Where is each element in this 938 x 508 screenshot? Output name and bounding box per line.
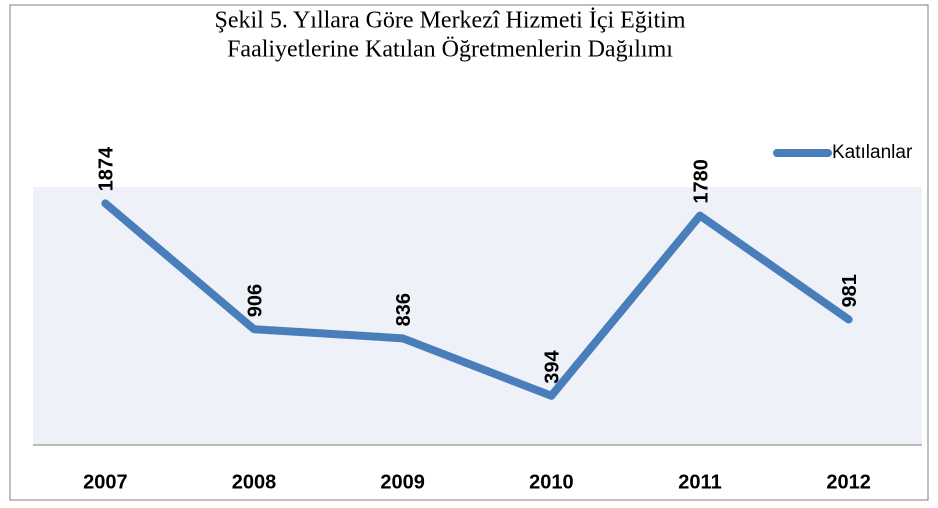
data-label: 1780 — [690, 159, 712, 204]
data-label: 1874 — [96, 146, 118, 191]
x-tick-label: 2010 — [529, 471, 574, 493]
chart-title: Faaliyetlerine Katılan Öğretmenlerin Dağ… — [227, 37, 673, 63]
data-label: 981 — [839, 274, 861, 307]
x-tick-label: 2011 — [678, 471, 721, 493]
x-tick-label: 2008 — [232, 471, 277, 493]
data-label: 836 — [393, 293, 415, 326]
chart-title: Şekil 5. Yıllara Göre Merkezî Hizmeti İç… — [215, 8, 686, 34]
line — [101, 199, 853, 400]
plot-area — [33, 187, 922, 445]
x-tick-label: 2007 — [83, 471, 128, 493]
legend-label: Katılanlar — [832, 142, 913, 163]
x-tick-label: 2009 — [380, 471, 425, 493]
data-label: 394 — [542, 350, 564, 384]
data-label: 906 — [244, 284, 266, 317]
x-tick-label: 2012 — [826, 471, 871, 493]
